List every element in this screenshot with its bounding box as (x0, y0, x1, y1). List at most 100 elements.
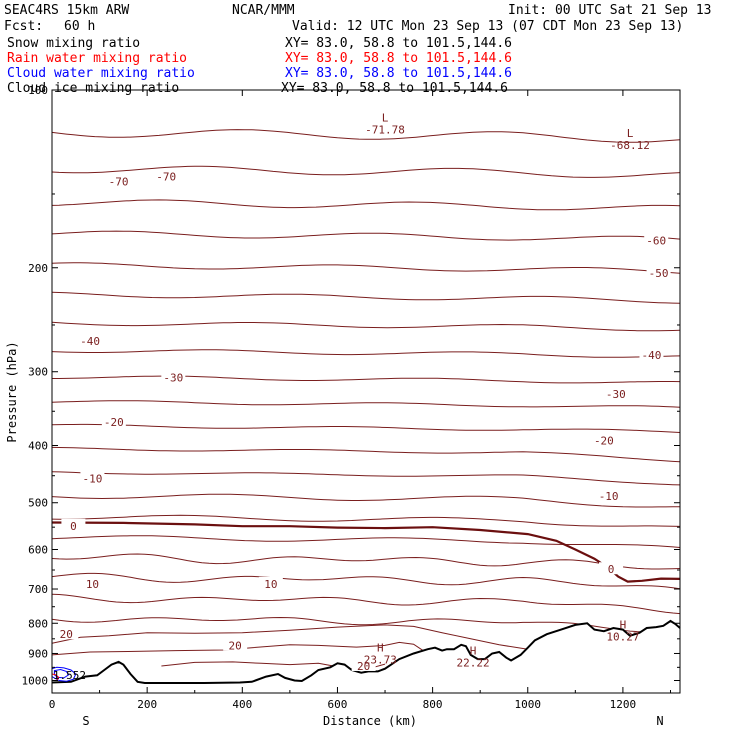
plot-area: 1.552 -70-70-60-50-40-40-30-30-20-20-10-… (22, 84, 681, 711)
cloud-water-contour (53, 668, 70, 679)
field-rain-name: Rain water mixing ratio (7, 51, 187, 66)
y-tick-label: 600 (28, 543, 48, 556)
isotherm-label: -20 (104, 416, 124, 429)
isotherm-label-bg (161, 370, 186, 383)
isotherm-label-bg (258, 576, 283, 589)
isotherm-line (51, 129, 681, 143)
isotherm-label-bg (106, 174, 131, 187)
isotherm-label: -40 (80, 335, 100, 348)
field-cloudwater-xy: XY= 83.0, 58.8 to 101.5,144.6 (285, 66, 512, 81)
y-tick-label: 400 (28, 440, 48, 453)
x-tick-label: 800 (423, 698, 443, 711)
isotherm-line (51, 593, 681, 615)
isotherm-label: -30 (606, 388, 626, 401)
x-tick-label: 1000 (515, 698, 542, 711)
extremum-value: 22.22 (456, 657, 489, 670)
isotherm-label-bg (78, 333, 103, 346)
isotherm-label: 0 (70, 520, 77, 533)
freezing-level-line (51, 521, 681, 583)
extremum-value: -71.78 (365, 123, 405, 136)
isotherm-label-bg (154, 169, 179, 182)
terrain-layer (51, 619, 681, 693)
warm-isotherm-line (51, 624, 528, 650)
extremum-mark: H (470, 645, 477, 658)
isotherm-label: -70 (109, 176, 129, 189)
isotherm-line (51, 262, 681, 274)
isotherm-label: -60 (646, 235, 666, 248)
isotherm-label-bg (80, 471, 105, 484)
x-tick-label: 1200 (610, 698, 637, 711)
y-tick-label: 100 (28, 84, 48, 97)
x-tick-label: 400 (232, 698, 252, 711)
cloud-water-label: 1.552 (53, 669, 86, 682)
isotherm-contours (51, 129, 681, 671)
x-tick-label: 0 (49, 698, 56, 711)
isotherm-line (51, 514, 681, 527)
cloud-water-contour (51, 666, 77, 682)
isotherm-label: 20 (60, 628, 73, 641)
isotherm-label: 10 (264, 578, 277, 591)
y-axis-label: Pressure (hPa) (5, 341, 19, 442)
init-time: Init: 00 UTC Sat 21 Sep 13 (508, 3, 712, 18)
isotherm-line (51, 291, 681, 304)
hydrometeor-layer: 1.552 (51, 666, 86, 682)
field-cloudice-name: Cloud ice mixing ratio (7, 81, 179, 96)
isotherm-line (51, 535, 681, 548)
isotherm-label-bg (599, 562, 624, 575)
extremum-value: 23.73 (364, 653, 397, 666)
valid-time: Valid: 12 UTC Mon 23 Sep 13 (07 CDT Mon … (292, 19, 683, 34)
isotherm-label: -70 (156, 170, 176, 183)
terrain-fill (52, 621, 680, 693)
fcst-label: Fcst: (4, 19, 43, 34)
isotherm-label-bg (61, 518, 86, 531)
isotherm-label: 20 (357, 660, 370, 673)
extremum-value: -68.12 (610, 139, 650, 152)
endpoint-left: S (82, 714, 89, 728)
rain-water-contour (51, 673, 60, 681)
isotherm-line (51, 349, 681, 358)
isotherm-label: -30 (163, 372, 183, 385)
warm-isotherm-line (161, 661, 386, 671)
isotherm-line (51, 553, 681, 570)
field-cloudice-xy: XY= 83.0, 58.8 to 101.5,144.6 (281, 81, 508, 96)
y-tick-label: 200 (28, 262, 48, 275)
warm-isotherm-line (51, 641, 424, 656)
isotherm-line (51, 199, 681, 211)
fcst-value: 60 h (64, 19, 95, 34)
isotherm-label-bg (591, 433, 616, 446)
plot-frame (51, 89, 681, 694)
isotherm-label-bg (101, 415, 126, 428)
extremum-mark: L (382, 111, 389, 124)
isotherm-line (51, 446, 681, 463)
isotherm-line (52, 375, 681, 384)
isotherm-label-bg (603, 386, 628, 399)
y-tick-label: 1000 (22, 674, 49, 687)
isotherm-line (51, 230, 681, 241)
x-tick-label: 600 (328, 698, 348, 711)
isotherm-label-bg (54, 627, 79, 640)
isotherm-line (51, 400, 681, 408)
isotherm-label-bg (639, 347, 664, 360)
extremum-mark: H (377, 641, 384, 654)
isotherm-label-bg (223, 638, 248, 651)
isotherm-label-bg (80, 576, 105, 589)
org-label: NCAR/MMM (232, 3, 295, 18)
contour-labels: -70 -70 -60 -50 -40 -40 -30 -30 -20 -20 -10 -10 0 0 10… (54, 111, 671, 673)
y-tick-label: 900 (28, 647, 48, 660)
isotherm-line (51, 165, 681, 178)
isotherm-label-bg (596, 488, 621, 501)
axes: 0 200 400 600 800 1000 12002003004005006007008… (22, 84, 680, 711)
isotherm-label: -10 (83, 473, 103, 486)
isotherm-label-bg (646, 265, 671, 278)
isotherm-label: -20 (594, 434, 614, 447)
isotherm-line (51, 471, 681, 486)
isotherm-label: 10 (86, 578, 99, 591)
isotherm-line (51, 321, 681, 332)
isotherm-line (51, 493, 681, 508)
extremum-mark: L (627, 127, 634, 140)
isotherm-line (51, 423, 681, 433)
field-rain-xy: XY= 83.0, 58.8 to 101.5,144.6 (285, 51, 512, 66)
endpoint-right: N (656, 714, 663, 728)
isotherm-label: 20 (229, 639, 242, 652)
isotherm-line (51, 616, 681, 633)
